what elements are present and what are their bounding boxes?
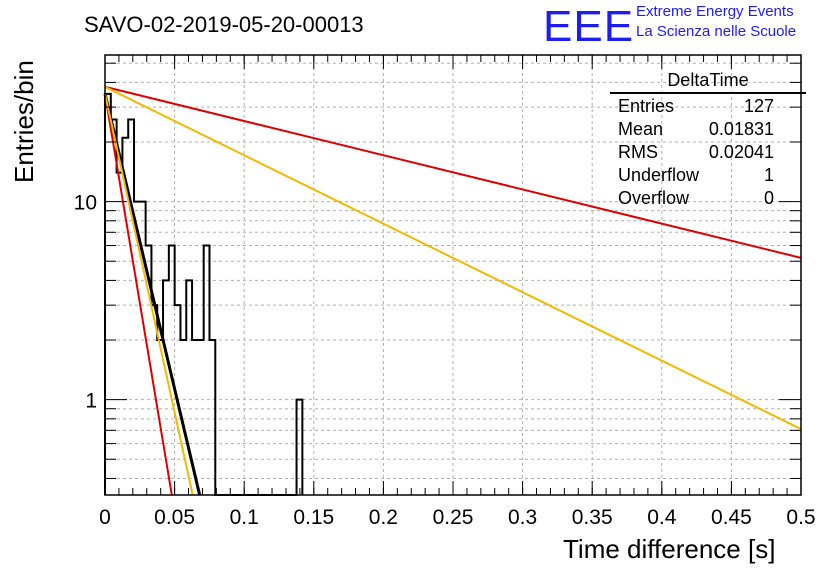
stats-row: Mean 0.01831 [610, 119, 806, 142]
fit-line [104, 93, 173, 496]
y-tick-label: 10 [74, 192, 97, 215]
x-tick-label: 0.4 [647, 506, 677, 529]
chart-title: SAVO-02-2019-05-20-00013 [84, 12, 364, 37]
fit-curves [103, 85, 802, 496]
stats-label: Mean [618, 119, 664, 139]
stats-value: 0 [763, 188, 774, 208]
fit-line [103, 93, 202, 496]
stats-value: 0.02041 [708, 142, 774, 162]
x-tick-label: 0.1 [230, 506, 259, 529]
y-tick-label: 1 [85, 390, 97, 413]
x-tick-label: 0.35 [572, 506, 613, 529]
x-tick-label: 0.15 [293, 506, 334, 529]
fit-line [104, 85, 802, 431]
stats-title: DeltaTime [667, 70, 749, 90]
fit-line [104, 85, 802, 259]
stats-row: Entries 127 [610, 96, 806, 119]
stats-box: DeltaTime Entries 127 Mean 0.01831 RMS 0.02… [610, 70, 806, 211]
stats-label: Underflow [618, 165, 700, 185]
x-tick-label: 0.5 [786, 506, 815, 529]
y-axis-title: Entries/bin [9, 60, 39, 183]
logo-line-1: Extreme Energy Events [636, 3, 794, 20]
grid [104, 55, 802, 495]
x-tick-label: 0.2 [369, 506, 398, 529]
x-tick-label: 0 [99, 506, 111, 529]
stats-row: Underflow 1 [610, 165, 806, 188]
stats-value: 1 [763, 165, 774, 185]
stats-label: RMS [618, 142, 658, 162]
eee-logo: EEE [543, 2, 635, 51]
stats-row: RMS 0.02041 [610, 142, 806, 165]
stats-row: Overflow 0 [610, 188, 806, 211]
x-tick-label: 0.05 [154, 506, 195, 529]
x-axis-title: Time difference [s] [563, 534, 776, 564]
x-tick-label: 0.45 [711, 506, 752, 529]
stats-divider [610, 92, 806, 94]
stats-label: Overflow [618, 188, 690, 208]
x-tick-label: 0.3 [508, 506, 537, 529]
stats-value: 127 [743, 96, 774, 116]
histogram-outline [104, 92, 304, 496]
stats-value: 0.01831 [708, 119, 774, 139]
fit-line [104, 93, 194, 496]
stats-label: Entries [618, 96, 675, 116]
logo-line-2: La Scienza nelle Scuole [636, 23, 797, 40]
histogram [104, 92, 304, 496]
x-tick-label: 0.25 [433, 506, 474, 529]
